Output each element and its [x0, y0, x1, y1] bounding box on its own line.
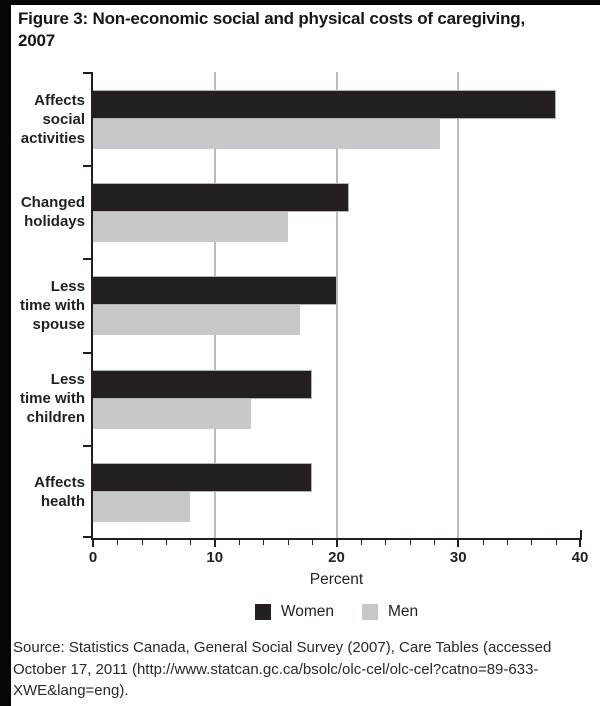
- x-tick-0: [92, 540, 94, 547]
- men-swatch-icon: [361, 604, 378, 620]
- y-axis-tick: [83, 72, 91, 74]
- legend: Women Men: [93, 603, 580, 621]
- x-minor-tick-38: [555, 540, 557, 545]
- x-minor-tick-12: [239, 540, 241, 545]
- x-tick-20: [335, 540, 338, 547]
- gridline-30: [457, 72, 460, 538]
- women-bar-1: [93, 183, 349, 213]
- x-minor-tick-36: [531, 540, 533, 545]
- x-minor-tick-8: [190, 540, 192, 545]
- x-axis-line: [91, 538, 582, 540]
- legend-label-men: Men: [387, 603, 419, 620]
- women-bar-4: [93, 462, 313, 492]
- men-bar-2: [93, 305, 300, 336]
- men-bar-4: [93, 491, 191, 522]
- x-tick-label-30: 30: [449, 549, 467, 566]
- y-axis-tick: [83, 165, 91, 168]
- plot-area: 0 10 20 30 40: [83, 72, 588, 566]
- category-label-2: Less time with spouse: [19, 277, 85, 333]
- women-bar-3: [93, 369, 313, 399]
- figure-title-line2: 2007: [18, 31, 56, 50]
- x-minor-tick-28: [433, 540, 435, 545]
- x-minor-tick-2: [117, 540, 119, 545]
- legend-item-women: Women: [254, 603, 334, 621]
- x-minor-tick-34: [506, 540, 508, 545]
- x-minor-tick-14: [263, 540, 265, 545]
- figure-title: Figure 3: Non-economic social and physic…: [18, 8, 593, 52]
- frame-border-top: [0, 0, 600, 5]
- x-tick-10: [213, 540, 216, 547]
- x-minor-tick-16: [287, 540, 289, 545]
- y-axis-tick: [83, 444, 91, 447]
- x-tick-label-20: 20: [328, 549, 345, 566]
- category-label-3: Less time with children: [19, 371, 85, 427]
- category-label-0: Affects social activities: [20, 91, 85, 147]
- x-minor-tick-22: [360, 540, 362, 545]
- women-bar-2: [93, 276, 337, 306]
- frame-border-left: [0, 0, 11, 706]
- women-swatch-icon: [254, 604, 271, 620]
- x-axis-title: Percent: [309, 571, 364, 588]
- x-minor-tick-18: [312, 540, 314, 545]
- y-axis-tick: [83, 536, 91, 538]
- source-note: Source: Statistics Canada, General Socia…: [13, 639, 552, 699]
- x-axis-end-tick: [580, 530, 582, 538]
- men-bar-1: [93, 212, 288, 243]
- x-minor-tick-4: [141, 540, 143, 545]
- x-tick-label-0: 0: [88, 549, 98, 566]
- x-minor-tick-26: [409, 540, 411, 545]
- x-tick-label-40: 40: [571, 549, 589, 566]
- x-tick-30: [457, 540, 460, 547]
- men-bar-3: [93, 398, 252, 429]
- x-tick-40: [579, 540, 581, 547]
- women-bar-0: [93, 90, 556, 119]
- legend-label-women: Women: [280, 603, 334, 620]
- figure-title-line1: Figure 3: Non-economic social and physic…: [18, 9, 525, 28]
- legend-item-men: Men: [361, 603, 419, 621]
- men-bar-0: [93, 119, 440, 149]
- y-axis-tick: [83, 258, 91, 261]
- y-axis-tick: [83, 351, 91, 354]
- category-label-1: Changed holidays: [20, 194, 85, 231]
- gridline-20: [335, 72, 338, 538]
- x-minor-tick-24: [385, 540, 387, 545]
- y-axis-line: [91, 72, 93, 540]
- x-minor-tick-32: [482, 540, 484, 545]
- category-labels: Affects social activities Changed holiday…: [10, 72, 85, 538]
- x-tick-label-10: 10: [206, 549, 224, 566]
- category-label-4: Affects health: [34, 473, 85, 510]
- x-minor-tick-6: [166, 540, 168, 545]
